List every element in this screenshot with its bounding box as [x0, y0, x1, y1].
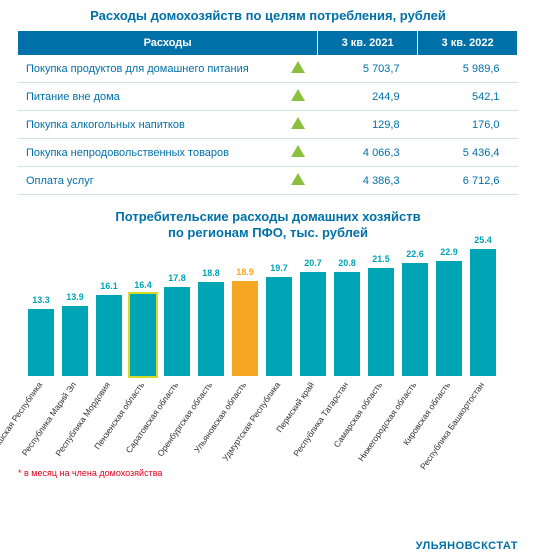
trend-cell	[278, 111, 318, 139]
chart-title: Потребительские расходы домашних хозяйст…	[18, 209, 518, 242]
th-q3-2021: 3 кв. 2021	[318, 31, 418, 55]
chart-bar: 16.1	[96, 295, 122, 376]
chart-title-line2: по регионам ПФО, тыс. рублей	[168, 225, 368, 240]
bar-value: 21.5	[368, 254, 394, 264]
th-expenses: Расходы	[18, 31, 318, 55]
footer-brand: УЛЬЯНОВСКСТАТ	[416, 540, 518, 552]
row-v2: 5 989,6	[418, 55, 518, 83]
row-v2: 5 436,4	[418, 139, 518, 167]
up-triangle-icon	[291, 89, 305, 101]
bar-chart: 13.3 13.9 16.1 16.4 17.8 18.8 18.9 19.7 20.7 20.8…	[18, 246, 518, 466]
row-label: Питание вне дома	[18, 83, 278, 111]
chart-bar: 16.4	[130, 294, 156, 376]
bar-value: 16.4	[130, 280, 156, 290]
chart-bar: 22.9	[436, 261, 462, 376]
row-v1: 129,8	[318, 111, 418, 139]
table-row: Покупка непродовольственных товаров 4 066…	[18, 139, 518, 167]
row-label: Покупка непродовольственных товаров	[18, 139, 278, 167]
bar-value: 18.8	[198, 268, 224, 278]
chart-title-line1: Потребительские расходы домашних хозяйст…	[115, 209, 420, 224]
row-label: Оплата услуг	[18, 167, 278, 195]
row-v2: 6 712,6	[418, 167, 518, 195]
bar-label: Нижегородская область	[356, 380, 418, 463]
trend-cell	[278, 83, 318, 111]
row-v2: 176,0	[418, 111, 518, 139]
bar-label: Республика Башкортостан	[418, 380, 486, 471]
footnote: * в месяц на члена домохозяйства	[18, 468, 518, 478]
row-label: Покупка алкогольных напитков	[18, 111, 278, 139]
table-row: Питание вне дома 244,9542,1	[18, 83, 518, 111]
bar-value: 13.9	[62, 292, 88, 302]
row-v1: 5 703,7	[318, 55, 418, 83]
bar-value: 25.4	[470, 235, 496, 245]
expenses-table: Расходы 3 кв. 2021 3 кв. 2022 Покупка пр…	[18, 31, 518, 195]
bar-value: 16.1	[96, 281, 122, 291]
chart-bar: 19.7	[266, 277, 292, 376]
chart-bar: 17.8	[164, 287, 190, 376]
up-triangle-icon	[291, 173, 305, 185]
row-v1: 4 386,3	[318, 167, 418, 195]
bar-outline	[128, 292, 158, 378]
table-row: Покупка алкогольных напитков 129,8176,0	[18, 111, 518, 139]
trend-cell	[278, 167, 318, 195]
row-v1: 4 066,3	[318, 139, 418, 167]
chart-bar: 18.9	[232, 281, 258, 376]
row-v2: 542,1	[418, 83, 518, 111]
bar-value: 22.6	[402, 249, 428, 259]
row-v1: 244,9	[318, 83, 418, 111]
bar-value: 17.8	[164, 273, 190, 283]
bar-value: 20.8	[334, 258, 360, 268]
bar-label: Удмуртская Республика	[220, 380, 282, 463]
up-triangle-icon	[291, 117, 305, 129]
up-triangle-icon	[291, 61, 305, 73]
chart-bar: 13.3	[28, 309, 54, 376]
table-row: Оплата услуг 4 386,36 712,6	[18, 167, 518, 195]
table-title: Расходы домохозяйств по целям потреблени…	[18, 8, 518, 23]
up-triangle-icon	[291, 145, 305, 157]
chart-bar: 22.6	[402, 263, 428, 376]
th-q3-2022: 3 кв. 2022	[418, 31, 518, 55]
chart-bar: 20.8	[334, 272, 360, 376]
row-label: Покупка продуктов для домашнего питания	[18, 55, 278, 83]
trend-cell	[278, 55, 318, 83]
chart-bar: 13.9	[62, 306, 88, 376]
table-row: Покупка продуктов для домашнего питания 5…	[18, 55, 518, 83]
bar-value: 19.7	[266, 263, 292, 273]
bar-value: 13.3	[28, 295, 54, 305]
chart-bar: 25.4	[470, 249, 496, 376]
chart-bar: 18.8	[198, 282, 224, 376]
chart-bar: 21.5	[368, 268, 394, 376]
bar-value: 18.9	[232, 267, 258, 277]
chart-bar: 20.7	[300, 272, 326, 376]
bar-value: 20.7	[300, 258, 326, 268]
bar-value: 22.9	[436, 247, 462, 257]
trend-cell	[278, 139, 318, 167]
